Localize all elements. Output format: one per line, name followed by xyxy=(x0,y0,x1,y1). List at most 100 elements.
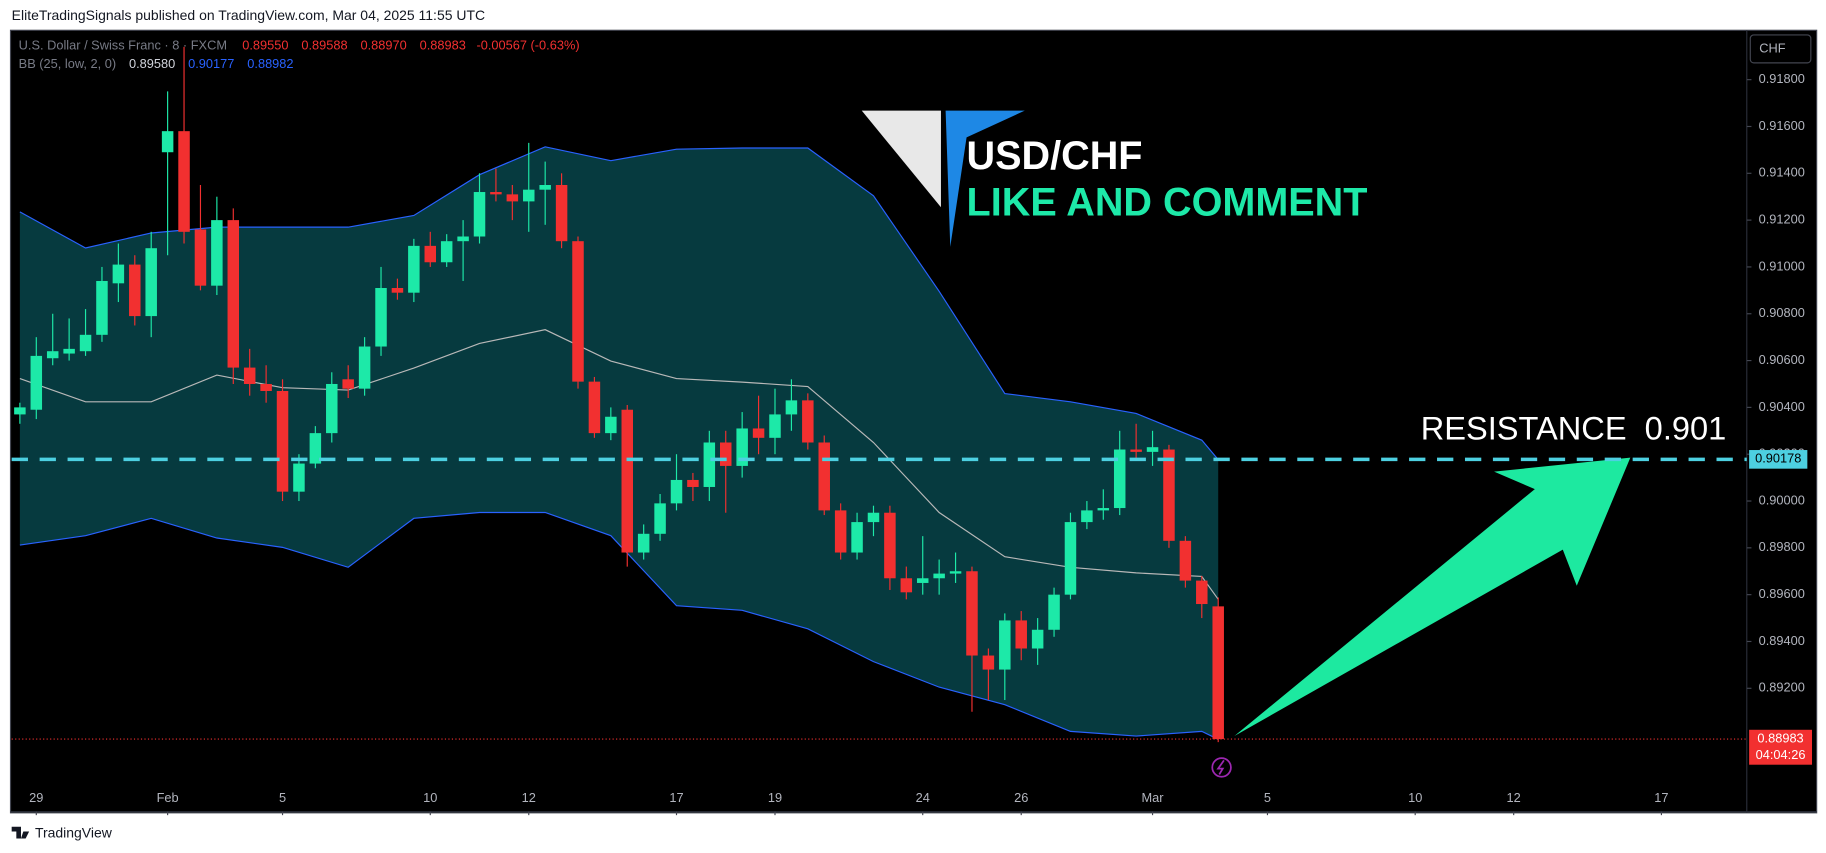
annotation-cta: LIKE AND COMMENT xyxy=(967,180,1368,224)
y-tick-label: 0.90600 xyxy=(1759,352,1805,367)
candle-body xyxy=(96,280,108,335)
candle-body xyxy=(670,479,683,504)
candle-body xyxy=(46,351,59,359)
candle-body xyxy=(1081,510,1093,523)
candle-body xyxy=(736,428,748,466)
candle-body xyxy=(408,245,420,293)
candle-body xyxy=(211,220,223,286)
candle-body xyxy=(802,400,814,443)
candle-body xyxy=(375,288,387,347)
x-tick-label: 5 xyxy=(279,790,286,805)
y-tick-label: 0.91000 xyxy=(1759,258,1805,273)
candle-body xyxy=(884,512,896,579)
candle-body xyxy=(1179,540,1192,581)
candle-body xyxy=(145,248,157,317)
candle-body xyxy=(719,442,732,466)
countdown-label: 04:04:26 xyxy=(1756,747,1806,762)
plot-area xyxy=(14,46,1224,743)
candle-body xyxy=(1097,508,1110,511)
candle-body xyxy=(654,503,666,534)
x-tick-label: 24 xyxy=(916,790,930,805)
candle-body xyxy=(834,510,847,553)
candle-body xyxy=(260,383,272,392)
x-tick-label: 5 xyxy=(1264,790,1271,805)
y-tick-label: 0.91400 xyxy=(1759,165,1805,180)
x-tick-label: 10 xyxy=(1408,790,1422,805)
candle-body xyxy=(424,245,437,263)
candle-body xyxy=(457,236,469,242)
candle-body xyxy=(1113,449,1126,509)
candle-body xyxy=(1146,447,1159,452)
candle-body xyxy=(588,381,601,434)
candle-body xyxy=(178,131,190,232)
footer: TradingView xyxy=(35,824,113,840)
candle-body xyxy=(1130,449,1142,452)
candle-body xyxy=(851,522,863,553)
candle-body xyxy=(933,573,945,579)
candle-body xyxy=(621,409,633,553)
candle-body xyxy=(30,355,43,410)
candle-body xyxy=(637,533,650,553)
candle-body xyxy=(1212,606,1224,740)
candle-body xyxy=(1048,594,1060,630)
x-tick-label: Feb xyxy=(157,790,179,805)
arrow xyxy=(1234,457,1631,736)
candle-body xyxy=(752,428,765,438)
indicator-upper: 0.90177 xyxy=(188,57,234,72)
candle-body xyxy=(785,400,798,415)
x-tick-label: 12 xyxy=(1507,790,1521,805)
candle-body xyxy=(539,185,551,190)
footer-logo xyxy=(11,826,30,839)
candle-body xyxy=(391,288,404,293)
candle-body xyxy=(1196,580,1208,605)
annotation-resistance: RESISTANCE 0.901 xyxy=(1421,409,1727,446)
y-tick-label: 0.89800 xyxy=(1759,539,1805,554)
y-tick-label: 0.90400 xyxy=(1759,399,1805,414)
candle-body xyxy=(999,620,1011,670)
annotation-title: USD/CHF xyxy=(967,134,1143,178)
x-tick-label: 10 xyxy=(423,790,437,805)
candle-body xyxy=(342,379,354,389)
symbol: U.S. Dollar / Swiss Franc · 8 · FXCM xyxy=(19,38,227,53)
alert-icon xyxy=(1211,757,1232,778)
y-tick-label: 0.91600 xyxy=(1759,118,1805,133)
indicator-basis: 0.89580 xyxy=(129,57,175,72)
candle-body xyxy=(129,264,141,317)
currency-button[interactable] xyxy=(1749,34,1812,64)
candle-body xyxy=(572,241,584,382)
candle-body xyxy=(309,433,322,464)
y-tick-label: 0.89600 xyxy=(1759,586,1805,601)
band-lower xyxy=(19,511,1219,740)
y-tick-label: 0.90000 xyxy=(1759,492,1805,507)
candle-body xyxy=(473,192,486,237)
candle-body xyxy=(900,578,913,593)
y-tick-label: 0.89200 xyxy=(1759,680,1805,695)
x-tick-label: 19 xyxy=(768,790,782,805)
logo xyxy=(861,110,1025,247)
candle-body xyxy=(1015,620,1027,649)
candle-body xyxy=(867,512,880,523)
x-tick-label: 17 xyxy=(1654,790,1668,805)
candle-body xyxy=(1031,629,1044,649)
candle-body xyxy=(703,442,716,487)
y-tick-label: 0.89400 xyxy=(1759,633,1805,648)
header: EliteTradingSignals published on Trading… xyxy=(12,7,485,23)
candle-body xyxy=(818,442,830,511)
candle-body xyxy=(605,416,617,434)
candle-body xyxy=(358,346,371,389)
candle-body xyxy=(63,348,75,354)
legend-indicator: BB (25, low, 2, 0) 0.89580 0.90177 0.889… xyxy=(19,57,294,72)
x-tick-label: 12 xyxy=(522,790,536,805)
x-tick-label: 26 xyxy=(1014,790,1028,805)
candle-body xyxy=(14,407,26,415)
candle-body xyxy=(112,264,125,284)
candle-body xyxy=(523,189,535,202)
candle-body xyxy=(194,229,207,286)
band-middle xyxy=(19,329,1219,600)
y-tick-label: 0.90800 xyxy=(1759,305,1805,320)
last-price-label: 0.88983 xyxy=(1757,730,1803,745)
legend-high: 0.89588 xyxy=(301,38,347,53)
candle-body xyxy=(916,578,929,583)
